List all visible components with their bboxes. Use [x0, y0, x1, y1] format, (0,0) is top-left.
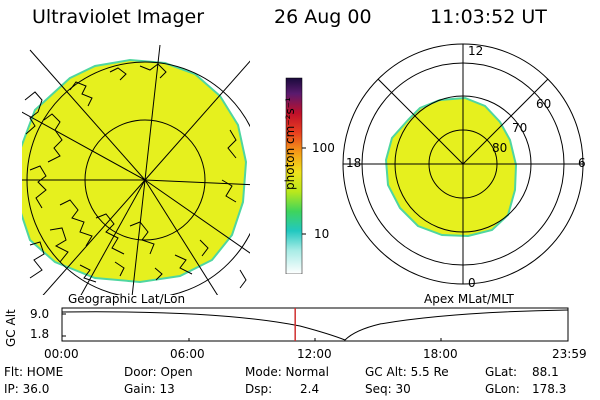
colorbar-tick-100: 100 — [312, 141, 335, 155]
glat-value: 88.1 — [532, 365, 559, 379]
colorbar — [285, 77, 306, 274]
polar-label: Apex MLat/MLT — [424, 292, 514, 306]
time-label: 11:03:52 UT — [430, 6, 547, 28]
geo-aurora-image — [22, 58, 248, 284]
timeline-tick-0600: 06:00 — [170, 347, 205, 361]
geographic-label: Geographic Lat/Lon — [68, 292, 186, 306]
mlat-label-80: 80 — [492, 141, 508, 155]
mlat-label-60: 60 — [536, 97, 552, 111]
timeline-tick-1800: 18:00 — [423, 347, 458, 361]
seq-value: Seq: 30 — [365, 382, 411, 396]
timeline-tick-0000: 00:00 — [44, 347, 79, 361]
timeline-y-top: 9.0 — [30, 307, 50, 321]
ip-value: IP: 36.0 — [4, 382, 50, 396]
timeline-y-bottom: 1.8 — [30, 327, 50, 341]
mlt-label-6: 6 — [578, 156, 586, 170]
timeline-tick-1200: 12:00 — [297, 347, 332, 361]
glon-label: GLon: — [485, 382, 520, 396]
polar-plot — [342, 43, 584, 285]
gain-value: Gain: 13 — [124, 382, 175, 396]
flight-status: Flt: HOME — [4, 365, 64, 379]
door-status: Door: Open — [124, 365, 193, 379]
gc-alt-value: GC Alt: 5.5 Re — [365, 365, 449, 379]
dsp-label: Dsp: — [245, 382, 273, 396]
mlt-label-0: 0 — [468, 276, 476, 290]
instrument-title: Ultraviolet Imager — [32, 6, 205, 28]
mlt-label-18: 18 — [346, 156, 362, 170]
mlat-label-70: 70 — [512, 121, 528, 135]
dsp-value: 2.4 — [300, 382, 320, 396]
colorbar-unit-label: photon cm⁻²s⁻¹ — [283, 97, 297, 190]
altitude-timeline — [61, 307, 569, 342]
mode-status: Mode: Normal — [245, 365, 329, 379]
date-label: 26 Aug 00 — [274, 6, 372, 28]
glon-value: 178.3 — [532, 382, 567, 396]
colorbar-tick-10: 10 — [314, 227, 330, 241]
mlt-label-12: 12 — [468, 44, 484, 58]
glat-label: GLat: — [485, 365, 518, 379]
altitude-curve — [61, 309, 569, 341]
geographic-map — [22, 44, 250, 295]
timeline-tick-2359: 23:59 — [552, 347, 587, 361]
